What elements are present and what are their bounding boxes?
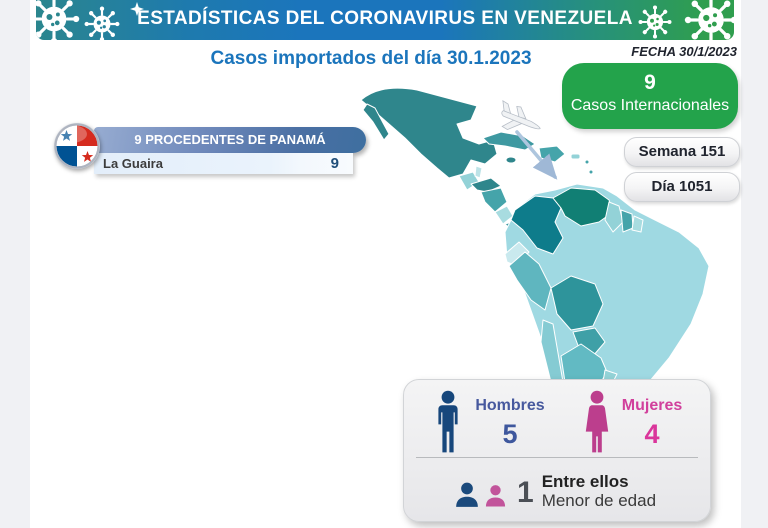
map-colombia [510,195,564,255]
latin-america-map [360,87,710,437]
men-label: Hombres [475,397,545,414]
child-busts-icon [484,484,507,508]
origin-value: 9 [330,155,339,172]
week-badge: Semana 151 [624,137,740,167]
table-row: La Guaira 9 [94,153,353,174]
international-cases-box: 9 Casos Internacionales [562,63,738,129]
left-margin [0,0,30,528]
map-mexico [360,87,498,179]
minors-line1: Entre ellos [541,471,629,491]
men-count: 5 [502,419,518,449]
minors-line2: Menor de edad [541,491,657,510]
women-label: Mujeres [621,397,683,414]
travel-arrow-icon [515,130,558,180]
demographics-card: Hombres 5 Mujeres 4 1 Entre ellos Menor … [403,379,711,522]
map-peru [508,251,552,311]
minors-row: 1 Entre ellos Menor de edad [404,464,710,516]
international-cases-count: 9 [644,71,656,94]
subtitle: Casos importados del día 30.1.2023 [210,48,532,69]
minors-count: 1 [517,476,534,509]
day-badge: Día 1051 [624,172,740,202]
page-title: ESTADÍSTICAS DEL CORONAVIRUS EN VENEZUEL… [137,8,633,29]
women-count: 4 [644,419,660,449]
international-cases-label: Casos Internacionales [570,97,730,114]
man-icon [432,390,464,454]
header-bar: ESTADÍSTICAS DEL CORONAVIRUS EN VENEZUEL… [36,0,734,40]
panama-flag [54,123,100,169]
panama-origin-header: 9 PROCEDENTES DE PANAMÁ [94,127,366,153]
child-busts-icon [454,482,480,508]
right-margin [741,0,768,528]
card-divider [416,457,698,458]
map-bolivia [550,275,604,331]
woman-icon [580,390,614,454]
origin-state: La Guaira [103,156,163,171]
airplane-icon [501,100,541,131]
date-label: FECHA 30/1/2023 [631,44,737,59]
